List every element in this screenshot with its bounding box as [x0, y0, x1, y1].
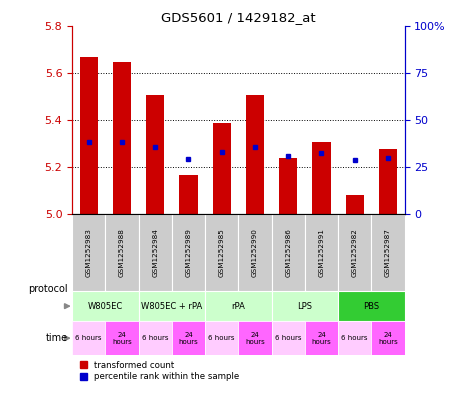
- Text: 6 hours: 6 hours: [341, 335, 368, 341]
- Bar: [372, 214, 405, 291]
- Text: rPA: rPA: [232, 302, 245, 310]
- Text: GSM1252990: GSM1252990: [252, 228, 258, 277]
- Bar: [305, 214, 338, 291]
- Text: 24
hours: 24 hours: [378, 332, 398, 345]
- Bar: [345, 195, 364, 214]
- Text: 6 hours: 6 hours: [142, 335, 168, 341]
- Text: GSM1252988: GSM1252988: [119, 228, 125, 277]
- Bar: [246, 95, 264, 214]
- Bar: [272, 321, 305, 355]
- Bar: [172, 321, 205, 355]
- Text: GSM1252985: GSM1252985: [219, 228, 225, 277]
- Text: time: time: [45, 333, 67, 343]
- Text: LPS: LPS: [297, 302, 312, 310]
- Bar: [205, 321, 239, 355]
- Bar: [272, 291, 338, 321]
- Bar: [312, 142, 331, 214]
- Bar: [213, 123, 231, 214]
- Bar: [205, 291, 272, 321]
- Text: 24
hours: 24 hours: [312, 332, 331, 345]
- Text: 24
hours: 24 hours: [245, 332, 265, 345]
- Bar: [239, 321, 272, 355]
- Bar: [72, 214, 105, 291]
- Bar: [113, 62, 131, 214]
- Text: GSM1252987: GSM1252987: [385, 228, 391, 277]
- Bar: [338, 214, 371, 291]
- Bar: [146, 95, 164, 214]
- Bar: [179, 175, 198, 214]
- Text: 6 hours: 6 hours: [275, 335, 301, 341]
- Bar: [379, 149, 397, 214]
- Bar: [205, 214, 239, 291]
- Bar: [372, 321, 405, 355]
- Title: GDS5601 / 1429182_at: GDS5601 / 1429182_at: [161, 11, 316, 24]
- Bar: [338, 291, 405, 321]
- Bar: [172, 214, 205, 291]
- Text: 6 hours: 6 hours: [208, 335, 235, 341]
- Legend: transformed count, percentile rank within the sample: transformed count, percentile rank withi…: [76, 357, 242, 385]
- Text: protocol: protocol: [28, 285, 67, 294]
- Text: GSM1252983: GSM1252983: [86, 228, 92, 277]
- Bar: [239, 214, 272, 291]
- Text: GSM1252986: GSM1252986: [285, 228, 291, 277]
- Text: W805EC + rPA: W805EC + rPA: [141, 302, 202, 310]
- Bar: [305, 321, 338, 355]
- Bar: [105, 214, 139, 291]
- Text: GSM1252982: GSM1252982: [352, 228, 358, 277]
- Bar: [139, 321, 172, 355]
- Text: 24
hours: 24 hours: [112, 332, 132, 345]
- Text: PBS: PBS: [363, 302, 379, 310]
- Bar: [272, 214, 305, 291]
- Bar: [72, 291, 139, 321]
- Text: GSM1252984: GSM1252984: [152, 228, 158, 277]
- Bar: [139, 291, 205, 321]
- Text: GSM1252989: GSM1252989: [186, 228, 192, 277]
- Bar: [105, 321, 139, 355]
- Bar: [139, 214, 172, 291]
- Text: 24
hours: 24 hours: [179, 332, 198, 345]
- Bar: [72, 321, 105, 355]
- Bar: [279, 158, 297, 214]
- Bar: [80, 57, 98, 214]
- Text: 6 hours: 6 hours: [75, 335, 102, 341]
- Bar: [338, 321, 371, 355]
- Text: GSM1252991: GSM1252991: [319, 228, 325, 277]
- Text: W805EC: W805EC: [88, 302, 123, 310]
